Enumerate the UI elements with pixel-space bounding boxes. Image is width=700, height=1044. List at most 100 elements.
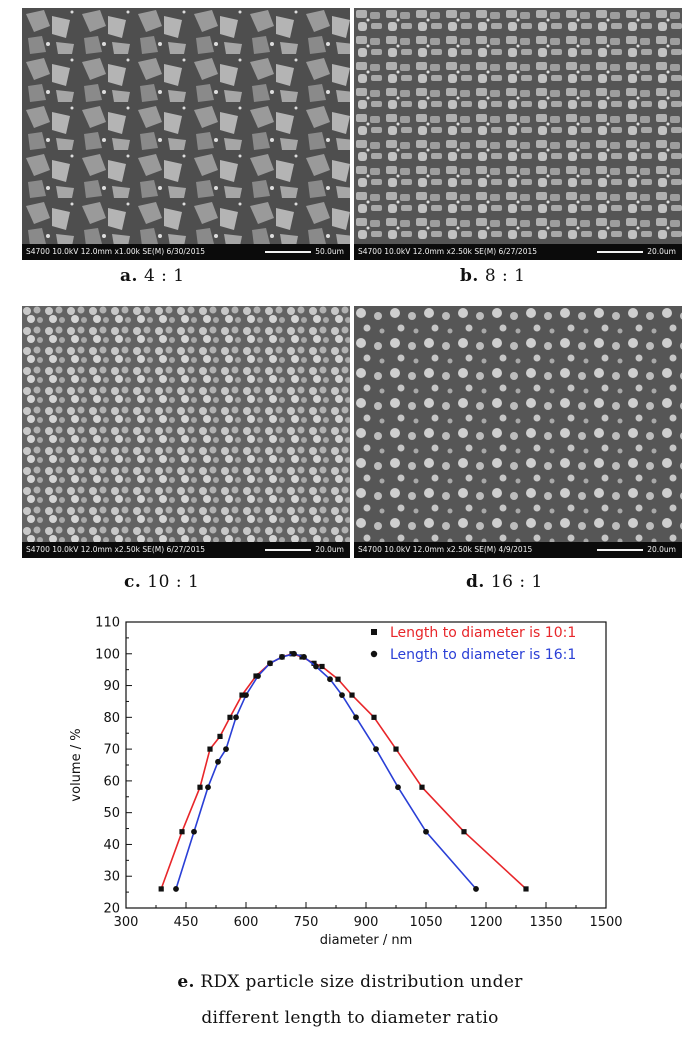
data-point-circle xyxy=(373,746,379,753)
x-tick-label: 300 xyxy=(114,915,139,930)
scale-bar-d: 20.0um xyxy=(597,542,676,558)
caption-b-letter: b. xyxy=(460,266,479,286)
data-point-square xyxy=(197,784,203,790)
legend-label-1: Length to diameter is 10:1 xyxy=(390,625,576,641)
sem-image-d: S4700 10.0kV 12.0mm x2.50k SE(M) 4/9/201… xyxy=(354,306,682,558)
data-point-square xyxy=(207,746,213,752)
y-tick-label: 70 xyxy=(103,743,120,758)
data-point-circle xyxy=(473,886,479,892)
caption-a-letter: a. xyxy=(120,266,138,286)
sem-image-c: S4700 10.0kV 12.0mm x2.50k SE(M) 6/27/20… xyxy=(22,306,350,558)
data-point-circle xyxy=(215,758,221,765)
data-point-square xyxy=(461,829,467,835)
scale-bar-b: 20.0um xyxy=(597,244,676,260)
sem-info-a: S4700 10.0kV 12.0mm x1.00k SE(M) 6/30/20… xyxy=(26,247,206,256)
caption-d: d. 16 : 1 xyxy=(466,572,543,592)
x-tick-label: 600 xyxy=(234,915,259,930)
y-tick-label: 90 xyxy=(103,679,120,694)
chart-axes: 300 450 600 750 900 1050 1200 1350 1500 20 30 40 50 6… xyxy=(69,616,623,949)
sem-info-bar-c: S4700 10.0kV 12.0mm x2.50k SE(M) 6/27/20… xyxy=(22,542,350,558)
scale-label-b: 20.0um xyxy=(647,247,676,256)
data-point-circle xyxy=(267,660,273,667)
data-point-circle xyxy=(191,828,197,835)
x-tick-label: 1350 xyxy=(529,915,562,930)
y-tick-label: 30 xyxy=(103,870,120,885)
caption-e-line2: different length to diameter ratio xyxy=(201,1008,499,1028)
data-point-circle xyxy=(173,886,179,892)
data-point-square xyxy=(371,714,377,720)
data-point-circle xyxy=(291,650,297,657)
x-tick-label: 1050 xyxy=(409,915,442,930)
sem-image-b: S4700 10.0kV 12.0mm x2.50k SE(M) 6/27/20… xyxy=(354,8,682,260)
scale-label-d: 20.0um xyxy=(647,545,676,554)
y-tick-label: 50 xyxy=(103,806,120,821)
data-point-circle xyxy=(313,663,319,670)
data-point-circle xyxy=(423,828,429,835)
sem-info-c: S4700 10.0kV 12.0mm x2.50k SE(M) 6/27/20… xyxy=(26,545,206,554)
series-line-1 xyxy=(160,652,527,890)
plot-frame xyxy=(125,621,607,909)
sem-texture-a xyxy=(22,8,350,244)
data-point-square xyxy=(179,829,185,835)
data-point-square xyxy=(335,676,341,682)
data-point-square xyxy=(349,692,355,698)
caption-c: c. 10 : 1 xyxy=(124,572,199,592)
data-point-square xyxy=(319,663,325,670)
data-point-circle xyxy=(339,692,345,698)
caption-b: b. 8 : 1 xyxy=(460,266,525,286)
data-point-square xyxy=(523,886,529,892)
caption-a-ratio: 4 : 1 xyxy=(143,266,185,286)
scale-bar-a: 50.0um xyxy=(265,244,344,260)
sem-info-d: S4700 10.0kV 12.0mm x2.50k SE(M) 4/9/201… xyxy=(358,545,533,554)
data-point-square xyxy=(419,784,425,790)
x-tick-label: 750 xyxy=(294,915,319,930)
y-axis-label: volume / % xyxy=(69,728,84,801)
caption-b-ratio: 8 : 1 xyxy=(484,266,526,286)
data-point-circle xyxy=(255,673,261,679)
sem-texture-d xyxy=(354,306,682,542)
caption-d-letter: d. xyxy=(466,572,485,592)
legend-marker-square xyxy=(371,629,377,635)
caption-a: a. 4 : 1 xyxy=(120,266,185,286)
y-tick-label: 110 xyxy=(95,616,120,631)
data-point-circle xyxy=(205,784,211,791)
data-point-circle xyxy=(223,746,229,753)
particle-size-chart: 300 450 600 750 900 1050 1200 1350 1500 20 30 40 50 6… xyxy=(69,616,623,949)
data-point-circle xyxy=(395,784,401,791)
data-point-square xyxy=(311,660,317,666)
caption-e-line2-row: different length to diameter ratio xyxy=(0,1008,700,1028)
caption-e-line1: RDX particle size distribution under xyxy=(200,972,523,992)
data-point-square xyxy=(393,746,399,752)
scale-bar-c: 20.0um xyxy=(265,542,344,558)
sem-info-bar-d: S4700 10.0kV 12.0mm x2.50k SE(M) 4/9/201… xyxy=(354,542,682,558)
x-tick-label: 900 xyxy=(354,915,379,930)
caption-d-ratio: 16 : 1 xyxy=(490,572,543,592)
series-line-2 xyxy=(175,652,477,890)
data-point-circle xyxy=(327,676,333,683)
data-point-square xyxy=(217,733,223,739)
chart-series xyxy=(158,650,529,892)
x-tick-label: 1500 xyxy=(589,915,622,930)
legend-label-2: Length to diameter is 16:1 xyxy=(390,647,576,663)
data-point-circle xyxy=(279,654,285,660)
caption-c-letter: c. xyxy=(124,572,142,592)
y-tick-label: 40 xyxy=(103,838,120,853)
data-point-square xyxy=(158,886,164,892)
x-axis-label: diameter / nm xyxy=(320,933,412,948)
caption-e-letter: e. xyxy=(177,972,195,992)
data-point-square xyxy=(239,692,245,698)
sem-texture-b xyxy=(354,8,682,244)
scale-label-a: 50.0um xyxy=(315,247,344,256)
sem-info-bar-b: S4700 10.0kV 12.0mm x2.50k SE(M) 6/27/20… xyxy=(354,244,682,260)
data-point-circle xyxy=(243,692,249,698)
legend-marker-circle xyxy=(370,650,378,658)
data-point-square xyxy=(227,714,233,720)
caption-c-ratio: 10 : 1 xyxy=(147,572,200,592)
data-point-circle xyxy=(353,714,359,721)
y-tick-label: 100 xyxy=(95,647,120,662)
data-point-circle xyxy=(233,714,239,721)
data-point-circle xyxy=(301,654,307,660)
x-tick-label: 450 xyxy=(174,915,199,930)
sem-info-bar-a: S4700 10.0kV 12.0mm x1.00k SE(M) 6/30/20… xyxy=(22,244,350,260)
scale-label-c: 20.0um xyxy=(315,545,344,554)
